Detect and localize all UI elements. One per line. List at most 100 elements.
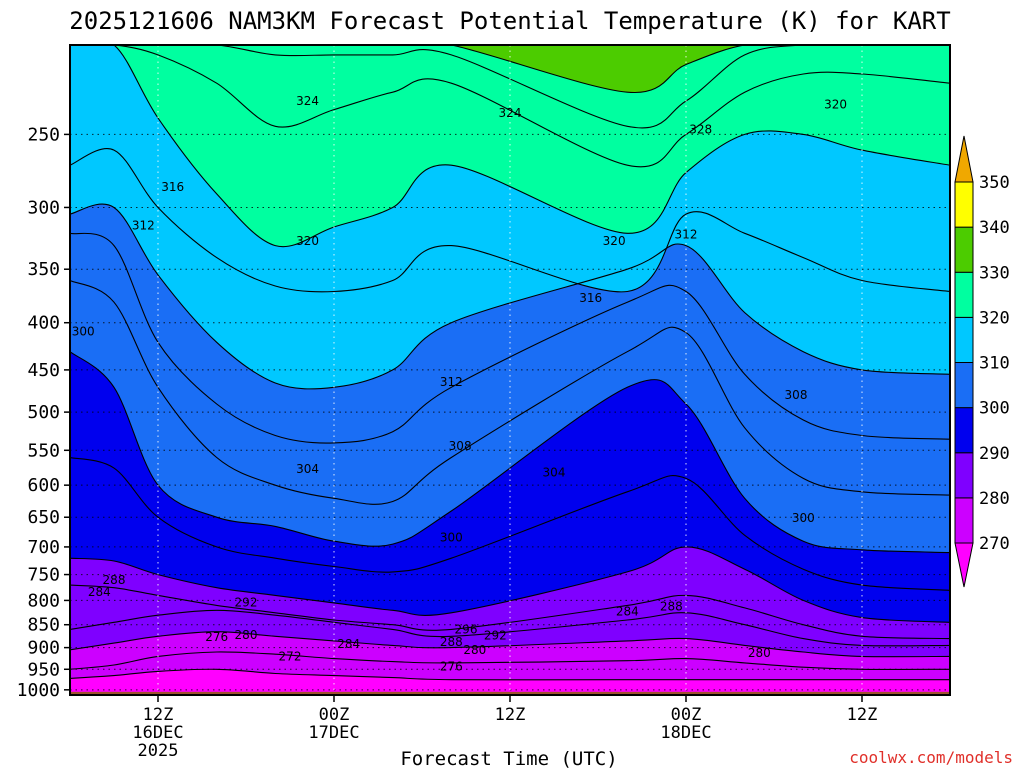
colorbar-tick-label: 290 — [979, 444, 1010, 464]
grid-lines — [70, 45, 950, 695]
colorbar-tick-label: 320 — [979, 308, 1010, 328]
contour-label: 324 — [499, 106, 522, 120]
isotherm-324 — [70, 45, 950, 168]
colorbar-band — [954, 362, 974, 409]
x-axis-label: Forecast Time (UTC) — [400, 748, 617, 768]
contour-label: 292 — [235, 595, 258, 609]
colorbar: 270 280 290 300 310 320 330 340 350 — [954, 135, 1010, 588]
isotherm-316 — [70, 148, 950, 293]
colorbar-band — [954, 271, 974, 318]
colorbar-tick-label: 310 — [979, 354, 1010, 374]
contour-label: 320 — [296, 234, 319, 248]
y-tick-label: 600 — [27, 475, 60, 496]
y-tick-label: 700 — [27, 537, 60, 558]
contour-label: 276 — [440, 659, 463, 673]
y-tick-label: 500 — [27, 402, 60, 423]
y-tick-label: 300 — [27, 197, 60, 218]
contour-label: 284 — [88, 585, 111, 599]
contour-label: 276 — [205, 630, 228, 644]
isotherm-304 — [70, 279, 950, 505]
contour-label: 312 — [440, 375, 463, 389]
contour-label: 280 — [235, 628, 258, 642]
y-axis: 2503003504004505005506006507007508008509… — [17, 124, 70, 701]
colorbar-tick-label: 340 — [979, 218, 1010, 238]
contour-label: 312 — [675, 228, 698, 242]
y-tick-label: 400 — [27, 313, 60, 334]
colorbar-tick-label: 330 — [979, 263, 1010, 283]
isotherm-280 — [70, 631, 950, 658]
contour-label: 304 — [296, 462, 319, 476]
colorbar-tick-label: 270 — [979, 534, 1010, 554]
chart-title: 2025121606 NAM3KM Forecast Potential Tem… — [69, 7, 950, 35]
isotherm-312 — [70, 203, 950, 390]
y-tick-label: 550 — [27, 440, 60, 461]
contour-label: 312 — [132, 219, 155, 233]
contour-label: 320 — [824, 97, 847, 111]
colorbar-tick-label: 350 — [979, 173, 1010, 193]
contour-label: 316 — [161, 180, 184, 194]
contour-label: 328 — [689, 123, 712, 137]
contour-label: 288 — [660, 599, 683, 613]
colorbar-band — [954, 452, 974, 499]
x-tick-label: 17DEC — [308, 723, 359, 743]
colorbar-tick-label: 280 — [979, 489, 1010, 509]
y-tick-label: 750 — [27, 565, 60, 586]
colorbar-band — [954, 407, 974, 454]
y-tick-label: 250 — [27, 124, 60, 145]
contour-label: 304 — [543, 465, 566, 479]
isotherm-308 — [70, 232, 950, 444]
y-tick-label: 900 — [27, 638, 60, 659]
contour-label: 288 — [440, 635, 463, 649]
y-tick-label: 850 — [27, 615, 60, 636]
contour-label: 300 — [792, 511, 815, 525]
colorbar-band — [954, 181, 974, 228]
isotherm-292 — [70, 546, 950, 623]
x-tick-label: 00Z — [671, 705, 702, 725]
contour-label: 272 — [279, 649, 302, 663]
contour-label: 296 — [455, 622, 478, 636]
contour-label: 300 — [440, 531, 463, 545]
ground-fill — [70, 691, 950, 695]
contour-labels: 324 324 328 320 316 312 320 320 312 316 300 312 308 3… — [72, 94, 847, 673]
colorbar-band — [954, 497, 974, 544]
contour-label: 280 — [463, 643, 486, 657]
x-tick-label: 18DEC — [660, 723, 711, 743]
isotherm-320 — [70, 45, 950, 248]
colorbar-tick-label: 300 — [979, 399, 1010, 419]
colorbar-band — [954, 316, 974, 363]
y-tick-label: 1000 — [17, 680, 60, 701]
isotherm-296 — [70, 456, 950, 591]
isotherm-284 — [70, 609, 950, 647]
y-tick-label: 650 — [27, 507, 60, 528]
ground-layer — [70, 691, 950, 695]
credit-text: coolwx.com/models — [849, 748, 1013, 767]
contour-label: 320 — [603, 234, 626, 248]
x-tick-label: 12Z — [847, 705, 878, 725]
isotherm-276 — [70, 651, 950, 670]
isotherm-272 — [70, 668, 950, 681]
y-tick-label: 350 — [27, 259, 60, 280]
contour-label: 288 — [103, 573, 126, 587]
plot-area: 324 324 328 320 316 312 320 320 312 316 300 312 308 3… — [70, 45, 950, 695]
y-tick-label: 800 — [27, 590, 60, 611]
x-tick-label: 00Z — [319, 705, 350, 725]
contour-label: 280 — [748, 646, 771, 660]
y-tick-label: 950 — [27, 659, 60, 680]
contour-label: 308 — [449, 439, 472, 453]
x-tick-label: 12Z — [495, 705, 526, 725]
contour-label: 292 — [484, 628, 507, 642]
x-tick-label: 16DEC — [132, 723, 183, 743]
contour-label: 324 — [296, 94, 319, 108]
isotherm-300 — [70, 351, 950, 554]
potential-temperature-fills — [70, 45, 950, 695]
fill-band-332 — [70, 45, 950, 93]
contour-label: 300 — [72, 325, 95, 339]
colorbar-min-arrow — [954, 542, 974, 588]
x-tick-label: 12Z — [143, 705, 174, 725]
contour-label: 284 — [616, 604, 639, 618]
contour-label: 284 — [337, 637, 360, 651]
y-tick-label: 450 — [27, 360, 60, 381]
contour-label: 308 — [785, 388, 808, 402]
